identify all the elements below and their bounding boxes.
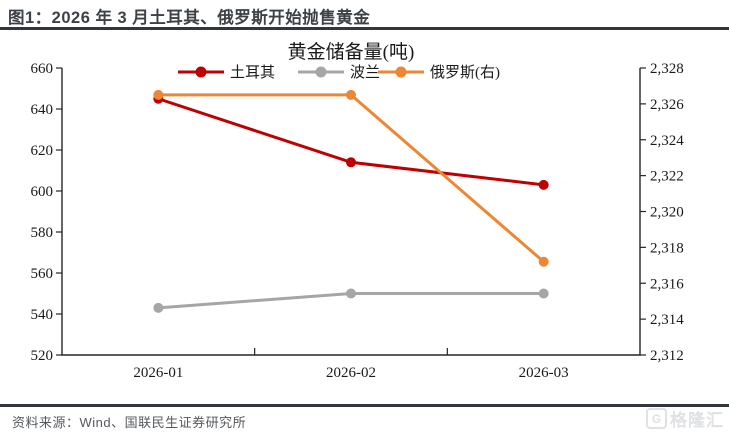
data-point-series-0 — [346, 157, 356, 168]
y-right-tick-label: 2,326 — [650, 97, 684, 113]
y-right-tick-label: 2,318 — [650, 240, 684, 256]
y-right-tick-label: 2,328 — [650, 61, 684, 77]
header-divider — [0, 27, 729, 30]
data-point-series-2 — [346, 89, 356, 100]
source-note: 资料来源：Wind、国联民生证券研究所 — [12, 415, 247, 430]
y-left-tick-label: 660 — [31, 61, 54, 77]
data-point-series-2 — [153, 89, 164, 100]
y-left-tick-label: 640 — [31, 102, 54, 118]
axis-frame — [61, 68, 641, 356]
y-left-tick-label: 560 — [31, 266, 54, 282]
footer-divider — [0, 404, 729, 407]
y-left-tick-label: 520 — [31, 348, 54, 364]
legend-label-0: 土耳其 — [230, 64, 275, 81]
gelonghui-watermark: G 格隆汇 — [646, 406, 724, 431]
legend-label-1: 波兰 — [350, 64, 380, 81]
y-right-tick-label: 2,322 — [650, 169, 684, 185]
data-point-series-1 — [346, 288, 356, 299]
data-point-series-1 — [538, 288, 549, 299]
legend-marker-1 — [315, 66, 327, 78]
series-line-0 — [157, 97, 544, 187]
figure-title: 图1：2026 年 3 月土耳其、俄罗斯开始抛售黄金 — [8, 9, 371, 27]
data-point-series-0 — [538, 179, 549, 190]
x-tick-label: 2026-03 — [519, 365, 569, 381]
gelonghui-logo-icon: G — [646, 408, 667, 429]
gelonghui-logo-text: 格隆汇 — [670, 411, 724, 430]
legend-marker-2 — [395, 66, 407, 78]
y-right-tick-label: 2,314 — [650, 312, 684, 328]
y-left-tick-label: 600 — [31, 184, 54, 200]
y-right-tick-label: 2,312 — [650, 348, 684, 364]
y-right-tick-label: 2,316 — [650, 276, 684, 292]
y-right-tick-label: 2,320 — [650, 205, 684, 221]
chart-title: 黄金储备量(吨) — [288, 41, 415, 63]
legend-label-2: 俄罗斯(右) — [430, 64, 500, 81]
x-tick-label: 2026-01 — [133, 365, 183, 381]
y-left-tick-label: 620 — [31, 143, 54, 159]
gold-reserves-line-chart: 黄金储备量(吨) 土耳其 波兰 俄罗斯(右) 660 640 620 600 580 560 540… — [31, 41, 685, 381]
legend-marker-0 — [195, 66, 207, 78]
x-tick-label: 2026-02 — [326, 365, 376, 381]
y-left-tick-label: 540 — [31, 307, 54, 323]
y-left-tick-label: 580 — [31, 225, 54, 241]
y-right-tick-label: 2,324 — [650, 133, 684, 149]
data-point-series-2 — [538, 256, 549, 267]
data-point-series-1 — [153, 302, 164, 313]
